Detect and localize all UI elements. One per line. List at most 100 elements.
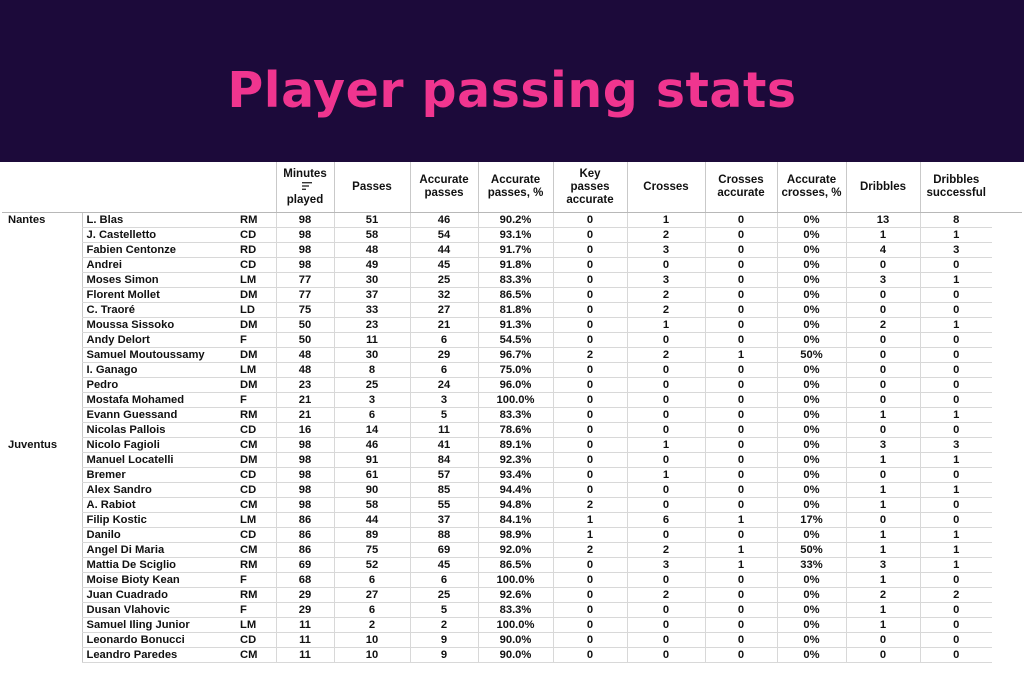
- stat-cell: 3: [333, 392, 410, 408]
- stat-cell: 0%: [776, 422, 846, 438]
- player-name: Juan Cuadrado: [81, 587, 236, 603]
- stat-cell: 0: [552, 242, 627, 258]
- stat-cell: 0%: [776, 362, 846, 378]
- player-name: J. Castelletto: [81, 227, 236, 243]
- stat-cell: 0: [552, 362, 627, 378]
- column-header[interactable]: Minutes played: [275, 162, 334, 213]
- stat-cell: 33: [333, 302, 410, 318]
- stat-cell: 1: [704, 542, 777, 558]
- row-spacer: [992, 468, 1022, 483]
- row-spacer: [992, 348, 1022, 363]
- player-name: Samuel Iling Junior: [81, 617, 236, 633]
- stat-cell: 3: [626, 242, 705, 258]
- stat-cell: 75: [275, 302, 334, 318]
- stat-cell: 25: [409, 587, 478, 603]
- stat-cell: 88: [409, 527, 478, 543]
- row-spacer: [992, 333, 1022, 348]
- player-name: Leonardo Bonucci: [81, 632, 236, 648]
- stat-cell: 85: [409, 482, 478, 498]
- stat-cell: 69: [409, 542, 478, 558]
- stat-cell: 50%: [776, 542, 846, 558]
- stat-cell: 0: [704, 212, 777, 228]
- stat-cell: 0: [552, 572, 627, 588]
- stat-cell: 0%: [776, 392, 846, 408]
- stat-cell: 1: [845, 542, 920, 558]
- stat-cell: 1: [552, 527, 627, 543]
- stat-cell: 100.0%: [477, 392, 553, 408]
- stat-cell: 0: [552, 317, 627, 333]
- column-header-line: Accurate: [786, 174, 837, 186]
- column-header-line: passes, %: [487, 187, 544, 199]
- stat-cell: 1: [919, 227, 992, 243]
- stat-cell: 98: [275, 437, 334, 453]
- stat-cell: 98: [275, 212, 334, 228]
- stat-cell: 0: [919, 572, 992, 588]
- stat-cell: 0: [704, 362, 777, 378]
- table-row: Moussa Sissoko DM 50 23 21 91.3% 0 1 0 0% 2 1: [2, 317, 1022, 333]
- stat-cell: 1: [626, 467, 705, 483]
- stat-cell: 48: [275, 362, 334, 378]
- row-spacer: [992, 573, 1022, 588]
- stat-cell: 1: [845, 227, 920, 243]
- column-header-line: Accurate: [490, 174, 541, 186]
- player-name: C. Traoré: [81, 302, 236, 318]
- row-spacer: [992, 498, 1022, 513]
- stat-cell: 0: [704, 527, 777, 543]
- stat-cell: 0: [626, 572, 705, 588]
- stat-cell: 83.3%: [477, 272, 553, 288]
- sort-descending-icon[interactable]: [302, 182, 312, 191]
- stat-cell: 0: [552, 212, 627, 228]
- stat-cell: 46: [333, 437, 410, 453]
- table-row: Samuel Moutoussamy DM 48 30 29 96.7% 2 2 1 50% 0 0: [2, 347, 1022, 363]
- stat-cell: 5: [409, 407, 478, 423]
- stat-cell: 50: [275, 317, 334, 333]
- stat-cell: 89.1%: [477, 437, 553, 453]
- stat-cell: 68: [275, 572, 334, 588]
- stat-cell: 0: [552, 467, 627, 483]
- stat-cell: 2: [626, 587, 705, 603]
- column-header-line: Accurate: [419, 174, 469, 186]
- row-spacer: [992, 528, 1022, 543]
- stat-cell: 77: [275, 287, 334, 303]
- table-body: Nantes L. Blas RM 98 51 46 90.2% 0 1 0 0% 13 8 J. Cas…: [2, 212, 1022, 663]
- player-header: [82, 162, 236, 213]
- column-header: Accurate crosses, %: [776, 162, 846, 213]
- stat-cell: 0: [626, 482, 705, 498]
- stat-cell: 86.5%: [477, 557, 553, 573]
- header-row: Minutes played Passes Accurate passes Accurat…: [2, 162, 1022, 213]
- stat-cell: 0: [704, 602, 777, 618]
- stat-cell: 0: [919, 257, 992, 273]
- player-position: LM: [236, 617, 276, 633]
- column-header: Dribbles: [845, 162, 920, 213]
- player-position: DM: [236, 317, 276, 333]
- stat-cell: 54: [409, 227, 478, 243]
- stat-cell: 83.3%: [477, 602, 553, 618]
- player-name: Pedro: [81, 377, 236, 393]
- table-row: Juan Cuadrado RM 29 27 25 92.6% 0 2 0 0% 2 2: [2, 587, 1022, 603]
- stat-cell: 0: [919, 392, 992, 408]
- stat-cell: 78.6%: [477, 422, 553, 438]
- stat-cell: 17%: [776, 512, 846, 528]
- player-name: Fabien Centonze: [81, 242, 236, 258]
- player-position: DM: [236, 377, 276, 393]
- stat-cell: 13: [845, 212, 920, 228]
- stat-cell: 3: [919, 437, 992, 453]
- stat-cell: 0%: [776, 467, 846, 483]
- row-spacer: [992, 438, 1022, 453]
- stat-cell: 0: [552, 422, 627, 438]
- column-header-line: accurate: [717, 187, 765, 199]
- stat-cell: 11: [275, 617, 334, 633]
- player-position: DM: [236, 452, 276, 468]
- stat-cell: 93.1%: [477, 227, 553, 243]
- player-name: Dusan Vlahovic: [81, 602, 236, 618]
- stat-cell: 0: [552, 287, 627, 303]
- stat-cell: 58: [333, 227, 410, 243]
- stat-cell: 0: [626, 497, 705, 513]
- stat-cell: 0: [704, 332, 777, 348]
- stat-cell: 2: [919, 587, 992, 603]
- column-header: Dribbles successful: [919, 162, 992, 213]
- table-row: Florent Mollet DM 77 37 32 86.5% 0 2 0 0% 0 0: [2, 287, 1022, 303]
- column-header-line: Crosses: [643, 180, 689, 193]
- table-row: Fabien Centonze RD 98 48 44 91.7% 0 3 0 0% 4 3: [2, 242, 1022, 258]
- stat-cell: 100.0%: [477, 617, 553, 633]
